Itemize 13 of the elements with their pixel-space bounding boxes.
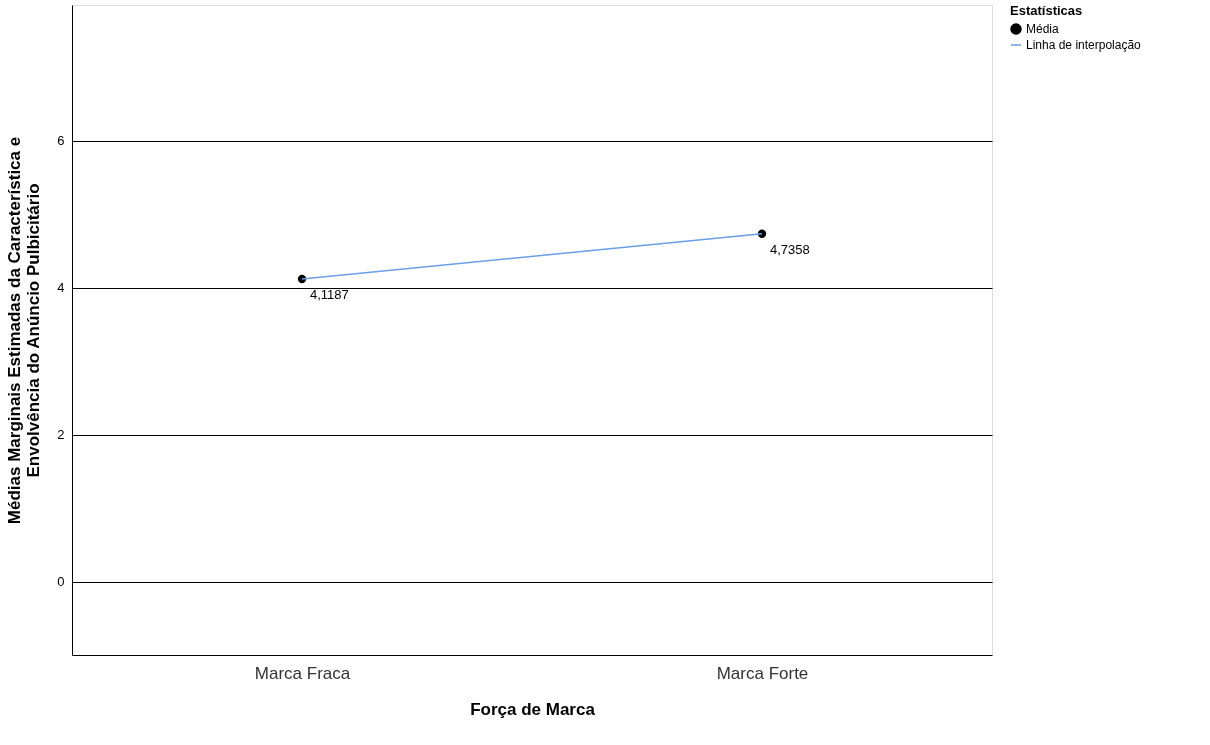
legend-label: Média — [1026, 22, 1060, 36]
data-label: 4,7358 — [770, 241, 810, 257]
x-axis-title: Força de Marca — [470, 699, 596, 719]
legend-title: Estatísticas — [1010, 3, 1083, 18]
y-tick-label: 6 — [57, 133, 65, 149]
y-tick-label: 4 — [57, 280, 65, 296]
x-tick-label: Marca Fraca — [254, 663, 351, 683]
y-tick-label: 0 — [57, 574, 65, 590]
x-tick-label: Marca Forte — [716, 663, 809, 683]
y-tick-label: 2 — [57, 427, 65, 443]
legend-label: Linha de interpolação — [1026, 38, 1142, 52]
data-label: 4,1187 — [310, 287, 349, 303]
y-axis-title: Médias Marginais Estimadas da Característica e Envolvência do Anúncio Pulbicitário — [5, 136, 44, 525]
